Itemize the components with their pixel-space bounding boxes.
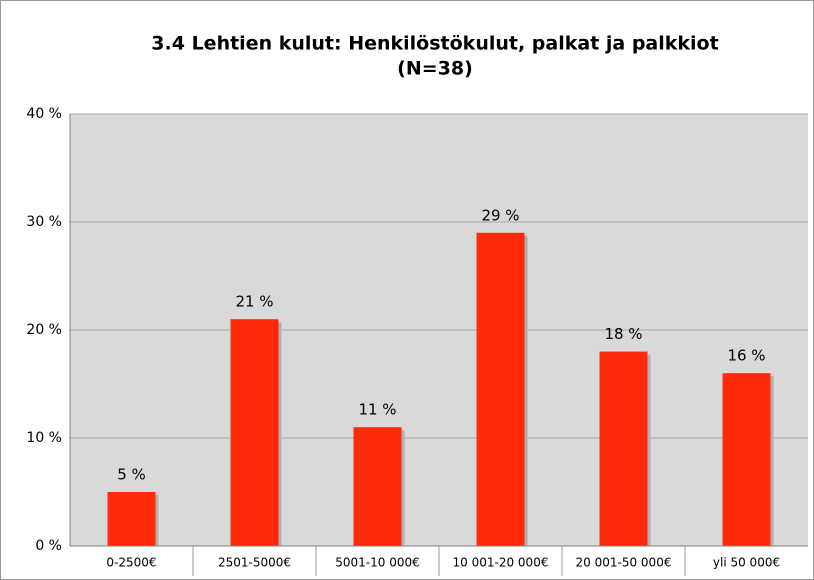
bar <box>476 232 525 547</box>
y-tick-label: 20 % <box>26 322 62 338</box>
x-tick-label: 5001-10 000€ <box>335 556 420 570</box>
bar <box>107 492 156 546</box>
value-label: 5 % <box>117 466 146 484</box>
x-tick-label: 10 001-20 000€ <box>453 556 549 570</box>
x-tick-label: 0-2500€ <box>106 556 156 570</box>
chart-title: 3.4 Lehtien kulut: Henkilöstökulut, palk… <box>151 33 718 55</box>
bar <box>722 373 771 546</box>
value-label: 29 % <box>481 206 519 224</box>
x-tick-label: yli 50 000€ <box>713 556 780 570</box>
bar <box>599 351 648 546</box>
value-label: 21 % <box>235 293 273 311</box>
chart-subtitle: (N=38) <box>397 58 473 80</box>
y-tick-label: 40 % <box>26 106 62 122</box>
y-tick-label: 0 % <box>35 538 62 554</box>
value-label: 16 % <box>727 347 765 365</box>
y-tick-label: 10 % <box>26 430 62 446</box>
x-tick-label: 2501-5000€ <box>218 556 291 570</box>
y-tick-label: 30 % <box>26 214 62 230</box>
value-label: 11 % <box>358 401 396 419</box>
x-tick-label: 20 001-50 000€ <box>576 556 672 570</box>
bar <box>353 427 402 546</box>
bar <box>230 319 279 546</box>
value-label: 18 % <box>604 325 642 343</box>
